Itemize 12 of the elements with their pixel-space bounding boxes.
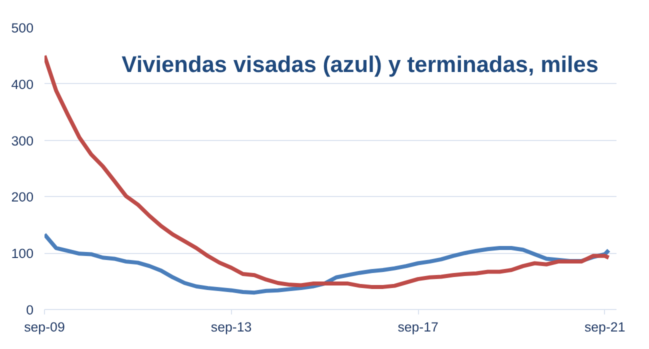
- y-tick-label: 400: [11, 76, 34, 92]
- y-tick-label: 100: [11, 246, 34, 262]
- x-tick-label: sep-09: [24, 320, 65, 334]
- text: Viviendas visadas (azul) y terminadas, miles: [122, 51, 598, 78]
- y-tick-label: 300: [11, 133, 34, 148]
- y-tick-label: 500: [11, 20, 34, 36]
- line-series: [44, 54, 611, 289]
- y-tick-label: 0: [26, 302, 34, 318]
- x-tick-label: sep-21: [584, 320, 626, 334]
- x-tick-label: sep-17: [398, 320, 438, 334]
- x-tick-label: sep-13: [210, 320, 252, 334]
- y-tick-label: 200: [11, 190, 34, 205]
